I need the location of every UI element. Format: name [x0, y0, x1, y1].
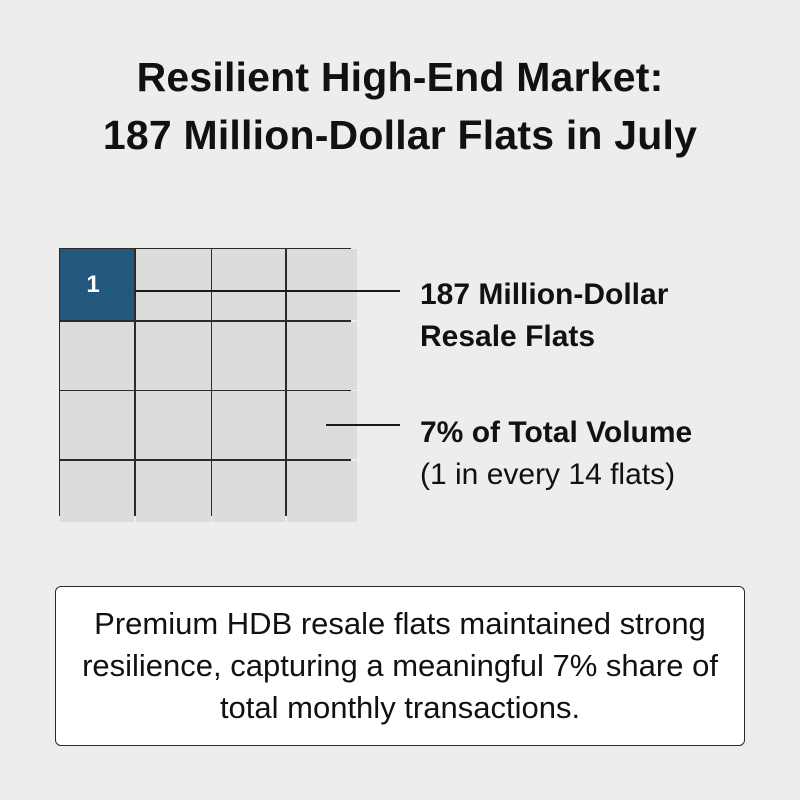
grid-cell [286, 321, 357, 390]
callout-2-line-1: 7% of Total Volume [420, 416, 693, 449]
grid-cell [135, 460, 211, 522]
leader-line-million-dollar [135, 290, 400, 292]
grid-cell [60, 391, 134, 459]
grid-cell [135, 321, 211, 390]
grid-cell-highlighted: 1 [60, 249, 134, 320]
infographic-title: Resilient High-End Market: 187 Million-D… [0, 48, 800, 164]
callout-1-line-1: 187 Million-Dollar [420, 278, 669, 311]
grid-cell [135, 249, 211, 320]
callout-2-line-2: (1 in every 14 flats) [420, 458, 676, 491]
callout-total-volume: 7% of Total Volume (1 in every 14 flats) [420, 412, 692, 496]
summary-box: Premium HDB resale flats maintained stro… [55, 586, 745, 746]
grid-cell [286, 460, 357, 522]
grid-cell [60, 321, 134, 390]
leader-line-total-volume [326, 424, 400, 426]
grid-cell [212, 321, 285, 390]
grid-cell [135, 391, 211, 459]
callout-million-dollar-flats: 187 Million-Dollar Resale Flats [420, 274, 668, 358]
grid-cell [212, 391, 285, 459]
highlight-label: 1 [86, 270, 100, 298]
grid-cell [60, 460, 134, 522]
grid-cell [212, 460, 285, 522]
summary-text: Premium HDB resale flats maintained stro… [82, 606, 718, 725]
callout-1-line-2: Resale Flats [420, 320, 596, 353]
unit-grid: 1 [59, 248, 357, 522]
grid-cell [212, 249, 285, 320]
title-line-1: Resilient High-End Market: [136, 54, 664, 100]
grid-cell [286, 249, 357, 320]
title-line-2: 187 Million-Dollar Flats in July [102, 112, 698, 158]
